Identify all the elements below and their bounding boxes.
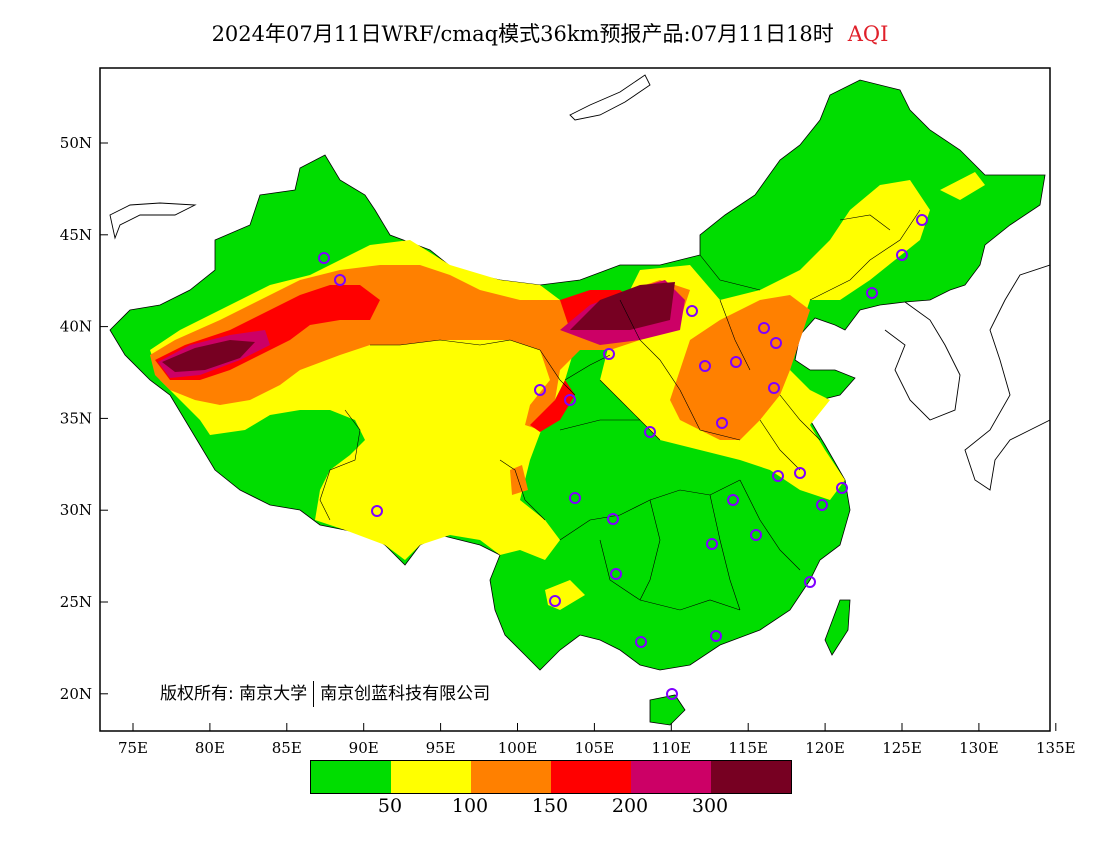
station-marker [686, 305, 698, 317]
hainan-island [649, 694, 686, 726]
station-marker [758, 322, 770, 334]
station-marker [794, 467, 806, 479]
legend-swatch [311, 761, 391, 793]
lake-baikal [569, 74, 651, 121]
lon-label: 80E [195, 739, 225, 757]
map-content [109, 74, 1050, 726]
lat-label: 50N [60, 134, 92, 152]
station-marker [896, 249, 908, 261]
station-marker [334, 274, 346, 286]
legend-threshold-label: 300 [691, 795, 729, 817]
west-outline [109, 202, 197, 240]
map-title: 2024年07月11日WRF/cmaq模式36km预报产品:07月11日18时 A… [0, 18, 1100, 48]
copyright-notice: 版权所有: 南京大学 南京创蓝科技有限公司 [160, 679, 490, 707]
usg-zone-north [670, 295, 810, 440]
station-marker [816, 499, 828, 511]
moderate-zone-ne [940, 172, 985, 200]
legend-threshold-label: 100 [451, 795, 489, 817]
lat-label: 40N [60, 318, 92, 336]
station-marker [750, 529, 762, 541]
copyright-separator [313, 681, 315, 707]
legend-threshold-label: 50 [377, 795, 403, 817]
station-marker [699, 360, 711, 372]
station-marker [804, 576, 816, 588]
usg-zone-tibet [510, 465, 528, 495]
legend-threshold-label: 150 [531, 795, 569, 817]
station-marker [534, 384, 546, 396]
title-text: 2024年07月11日WRF/cmaq模式36km预报产品:07月11日18时 [211, 22, 834, 46]
copyright-owner1: 南京大学 [239, 684, 308, 704]
lon-label: 100E [498, 739, 538, 757]
korea-outline [884, 301, 961, 421]
axis-ticks: 75E 80E 85E 90E 95E 100E 105E 110E 115E 120E 125E 1… [60, 134, 1076, 757]
legend-threshold-label: 200 [611, 795, 649, 817]
legend-swatch [711, 761, 791, 793]
station-marker [710, 630, 722, 642]
hazardous-zone-west [162, 340, 255, 372]
lon-label: 95E [426, 739, 456, 757]
hazardous-zone-north [570, 282, 675, 330]
station-marker [635, 636, 647, 648]
lon-label: 75E [118, 739, 148, 757]
lon-label: 135E [1036, 739, 1076, 757]
lat-label: 25N [60, 593, 92, 611]
legend-swatch [391, 761, 471, 793]
station-marker [768, 382, 780, 394]
lon-label: 85E [272, 739, 302, 757]
legend-swatch [631, 761, 711, 793]
station-marker [569, 492, 581, 504]
taiwan-island [824, 599, 851, 656]
lon-label: 120E [805, 739, 845, 757]
station-markers [318, 214, 928, 700]
color-legend [310, 760, 792, 794]
moderate-zone-south [545, 580, 585, 610]
station-marker [836, 482, 848, 494]
lon-label: 90E [349, 739, 379, 757]
lat-label: 30N [60, 501, 92, 519]
station-marker [564, 394, 576, 406]
station-marker [644, 426, 656, 438]
legend-swatch [551, 761, 631, 793]
station-marker [318, 252, 330, 264]
lat-label: 45N [60, 226, 92, 244]
station-marker [706, 538, 718, 550]
station-marker [727, 494, 739, 506]
unhealthy-zone-gansu [530, 380, 575, 432]
lon-label: 130E [959, 739, 999, 757]
station-marker [866, 287, 878, 299]
lat-label: 20N [60, 685, 92, 703]
legend-swatch [471, 761, 551, 793]
station-marker [770, 337, 782, 349]
title-variable: AQI [847, 22, 889, 46]
lon-label: 105E [575, 739, 615, 757]
station-marker [716, 417, 728, 429]
station-marker [916, 214, 928, 226]
copyright-owner2: 南京创蓝科技有限公司 [320, 684, 491, 704]
province-boundaries [319, 209, 921, 611]
station-marker [549, 595, 561, 607]
lon-label: 115E [728, 739, 768, 757]
station-marker [371, 505, 383, 517]
copyright-label: 版权所有: [160, 684, 234, 704]
station-marker [610, 568, 622, 580]
station-marker [730, 356, 742, 368]
lat-label: 35N [60, 409, 92, 427]
station-marker [603, 348, 615, 360]
map-frame [99, 67, 1051, 732]
station-marker [607, 513, 619, 525]
station-marker [666, 688, 678, 700]
lon-label: 125E [882, 739, 922, 757]
lon-label: 110E [652, 739, 692, 757]
japan-outline [964, 264, 1050, 491]
station-marker [772, 470, 784, 482]
